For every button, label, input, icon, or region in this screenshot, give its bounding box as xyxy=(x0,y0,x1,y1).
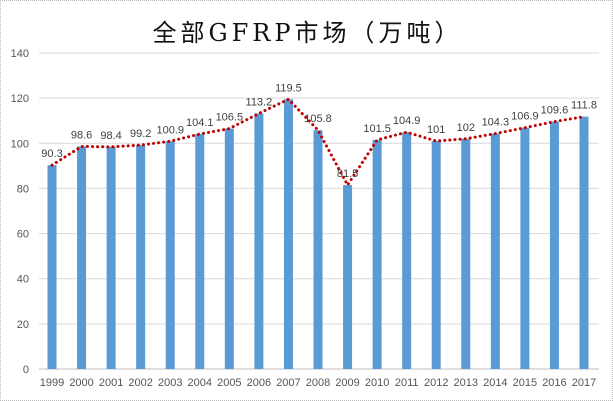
x-tick-label: 2013 xyxy=(454,377,478,389)
x-tick-label: 2010 xyxy=(365,377,389,389)
x-tick-label: 2004 xyxy=(188,377,212,389)
data-label: 106.5 xyxy=(216,112,244,124)
y-tick-label: 40 xyxy=(17,274,29,286)
bar xyxy=(136,145,146,369)
data-label: 99.2 xyxy=(130,128,151,140)
chart-title: 全部GFRP市场（万吨） xyxy=(152,19,463,47)
x-tick-label: 2006 xyxy=(247,377,271,389)
x-tick-label: 2008 xyxy=(306,377,330,389)
bar xyxy=(283,99,293,370)
data-label: 100.9 xyxy=(156,124,184,136)
bar xyxy=(224,128,234,369)
bar xyxy=(520,127,530,369)
x-tick-label: 2007 xyxy=(276,377,300,389)
data-label: 111.8 xyxy=(571,100,597,112)
bar xyxy=(579,116,589,369)
x-tick-label: 2000 xyxy=(69,377,93,389)
data-label: 98.6 xyxy=(71,129,92,141)
x-tick-label: 2002 xyxy=(128,377,152,389)
bar xyxy=(47,165,57,369)
bar xyxy=(402,132,412,369)
data-label: 90.3 xyxy=(41,148,62,160)
data-label: 113.2 xyxy=(246,96,273,108)
bar xyxy=(549,121,559,369)
data-label: 106.9 xyxy=(511,111,539,123)
y-tick-label: 0 xyxy=(23,364,29,376)
bar xyxy=(165,141,175,369)
bar xyxy=(343,185,353,369)
data-label: 81.5 xyxy=(337,168,358,180)
x-tick-label: 2016 xyxy=(542,377,566,389)
bar xyxy=(195,134,205,369)
bar xyxy=(490,133,500,369)
data-label: 98.4 xyxy=(100,130,121,142)
data-label: 102 xyxy=(457,122,475,134)
data-label: 101.5 xyxy=(363,123,391,135)
x-tick-label: 2014 xyxy=(483,377,507,389)
bar xyxy=(106,146,116,369)
y-tick-label: 60 xyxy=(17,229,29,241)
y-tick-label: 140 xyxy=(11,48,29,60)
bar xyxy=(431,141,441,369)
x-tick-label: 2017 xyxy=(572,377,596,389)
x-tick-label: 2005 xyxy=(217,377,241,389)
y-tick-label: 100 xyxy=(11,138,29,150)
bar xyxy=(77,146,87,369)
data-label: 104.9 xyxy=(393,115,421,127)
trend-line xyxy=(50,97,586,188)
bar xyxy=(372,139,382,369)
data-label: 101 xyxy=(427,124,445,136)
y-tick-label: 20 xyxy=(17,319,29,331)
data-label: 104.3 xyxy=(482,117,510,129)
bar xyxy=(313,130,323,369)
x-tick-label: 2001 xyxy=(99,377,123,389)
y-tick-label: 80 xyxy=(17,183,29,195)
x-tick-label: 1999 xyxy=(40,377,64,389)
x-tick-label: 2015 xyxy=(513,377,537,389)
bar xyxy=(254,113,264,370)
x-tick-label: 2003 xyxy=(158,377,182,389)
y-tick-label: 120 xyxy=(11,93,29,105)
x-tick-label: 2012 xyxy=(424,377,448,389)
x-tick-label: 2009 xyxy=(335,377,359,389)
data-label: 119.5 xyxy=(275,82,302,94)
bar xyxy=(461,138,471,369)
data-label: 109.6 xyxy=(541,105,569,117)
x-tick-label: 2011 xyxy=(395,377,419,389)
data-label: 105.8 xyxy=(304,113,332,125)
data-label: 104.1 xyxy=(186,117,214,129)
